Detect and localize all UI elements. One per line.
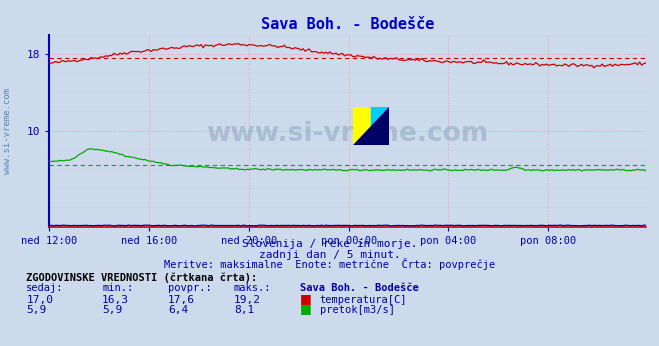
Text: povpr.:: povpr.:: [168, 283, 212, 293]
Text: www.si-vreme.com: www.si-vreme.com: [3, 89, 13, 174]
Bar: [353, 107, 370, 145]
Text: sedaj:: sedaj:: [26, 283, 64, 293]
Text: 5,9: 5,9: [26, 305, 47, 315]
Text: min.:: min.:: [102, 283, 133, 293]
Text: ■: ■: [300, 292, 312, 305]
Text: Meritve: maksimalne  Enote: metrične  Črta: povprečje: Meritve: maksimalne Enote: metrične Črta…: [164, 258, 495, 270]
Text: pretok[m3/s]: pretok[m3/s]: [320, 305, 395, 315]
Text: 5,9: 5,9: [102, 305, 123, 315]
Text: zadnji dan / 5 minut.: zadnji dan / 5 minut.: [258, 250, 401, 260]
Text: 17,6: 17,6: [168, 295, 195, 305]
Text: 19,2: 19,2: [234, 295, 261, 305]
Text: 16,3: 16,3: [102, 295, 129, 305]
Text: ZGODOVINSKE VREDNOSTI (črtkana črta):: ZGODOVINSKE VREDNOSTI (črtkana črta):: [26, 272, 258, 283]
Polygon shape: [353, 107, 389, 145]
Bar: [370, 107, 389, 145]
Title: Sava Boh. - Bodešče: Sava Boh. - Bodešče: [261, 17, 434, 32]
Text: temperatura[C]: temperatura[C]: [320, 295, 407, 305]
Text: maks.:: maks.:: [234, 283, 272, 293]
Text: 6,4: 6,4: [168, 305, 188, 315]
Text: Slovenija / reke in morje.: Slovenija / reke in morje.: [242, 239, 417, 249]
Text: Sava Boh. - Bodešče: Sava Boh. - Bodešče: [300, 283, 418, 293]
Text: 8,1: 8,1: [234, 305, 254, 315]
Text: ■: ■: [300, 302, 312, 315]
Text: www.si-vreme.com: www.si-vreme.com: [206, 121, 489, 147]
Text: 17,0: 17,0: [26, 295, 53, 305]
